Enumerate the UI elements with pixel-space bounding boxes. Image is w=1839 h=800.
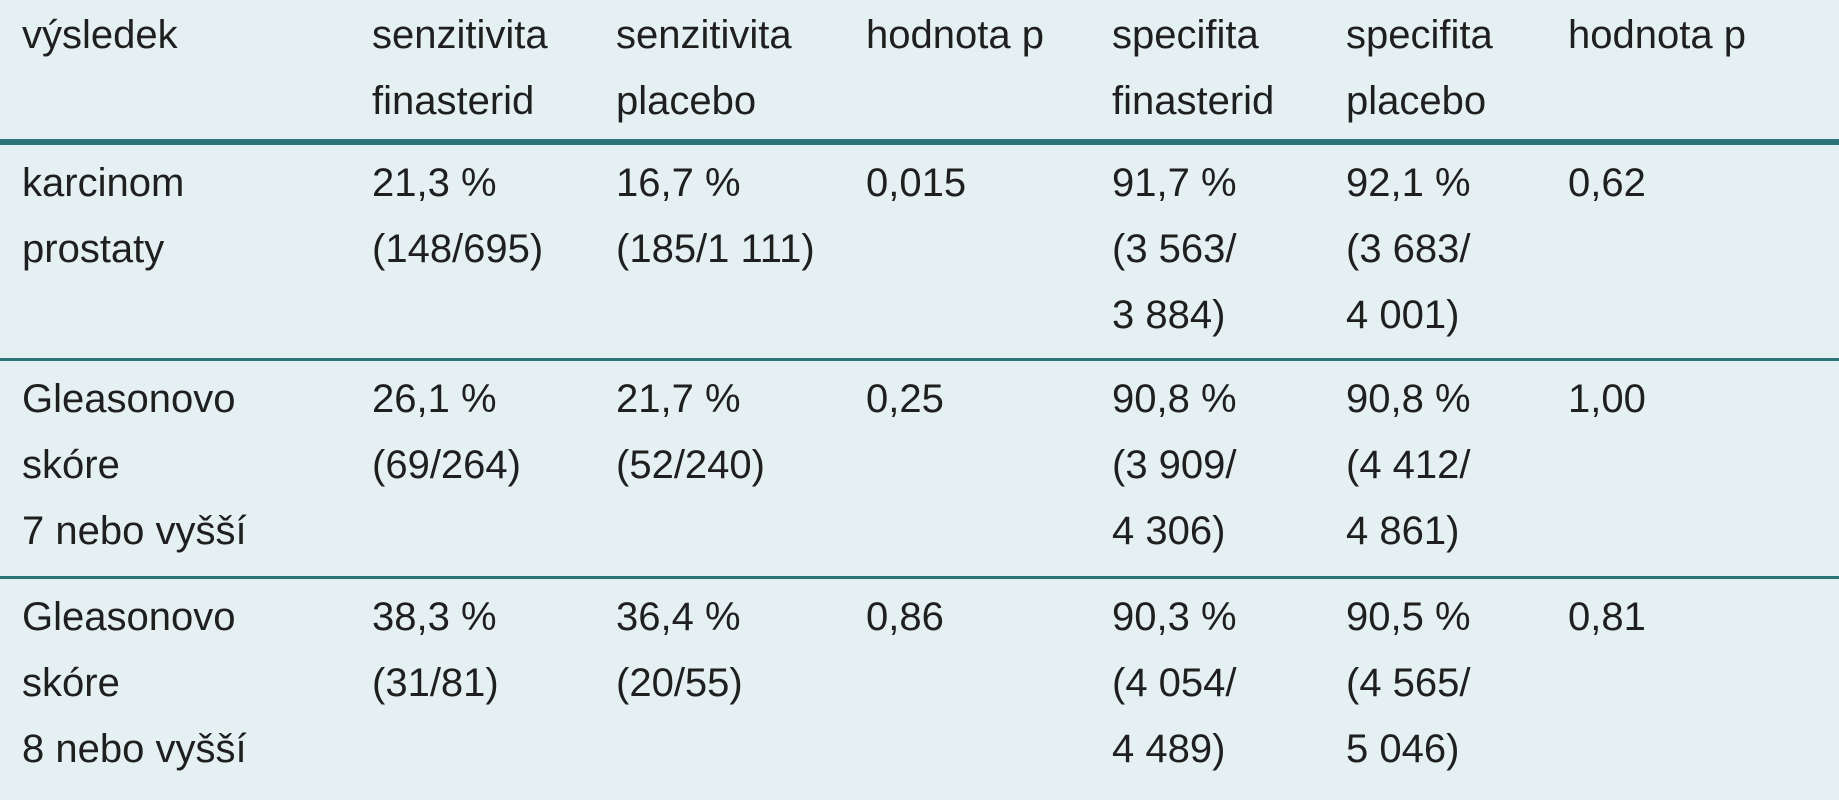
header-sensitivity-finasteride: senzitivita finasterid [372, 0, 616, 145]
header-specificity-finasteride: specifita finasterid [1112, 0, 1346, 145]
cell-sensitivity-placebo: 16,7 % (185/1 111) [616, 142, 866, 361]
table-body: karcinom prostaty 21,3 % (148/695) 16,7 … [0, 142, 1839, 792]
cell-outcome: Gleasonovo skóre 7 nebo vyšší [0, 359, 372, 579]
cell-outcome: Gleasonovo skóre 8 nebo vyšší [22, 594, 247, 771]
cell-specificity-placebo: 90,5 % (4 565/ 5 046) [1346, 594, 1471, 771]
cell-p-value-specificity: 0,62 [1568, 142, 1839, 361]
cell-specificity-placebo: 92,1 % (3 683/ 4 001) [1346, 142, 1568, 361]
cell-specificity-placebo: 90,8 % (4 412/ 4 861) [1346, 359, 1568, 579]
cell-specificity-finasteride: 90,3 % (4 054/ 4 489) [1112, 594, 1237, 771]
cell-p-value-sensitivity: 0,86 [866, 594, 944, 639]
header-p-value-specificity: hodnota p [1568, 0, 1839, 145]
cell-sensitivity-finasteride: 26,1 % (69/264) [372, 359, 616, 579]
cell-sensitivity-finasteride: 21,3 % (148/695) [372, 142, 616, 361]
cell-specificity-finasteride: 90,8 % (3 909/ 4 306) [1112, 359, 1346, 579]
header-sensitivity-placebo: senzitivita placebo [616, 0, 866, 145]
cell-p-value-specificity: 0,81 [1568, 594, 1646, 639]
header-p-value-sensitivity: hodnota p [866, 0, 1112, 145]
cell-specificity-finasteride: 91,7 % (3 563/ 3 884) [1112, 142, 1346, 361]
cell-sensitivity-placebo: 36,4 % (20/55) [616, 594, 743, 705]
table-row: karcinom prostaty 21,3 % (148/695) 16,7 … [0, 142, 1839, 361]
cell-outcome: karcinom prostaty [0, 142, 372, 361]
header-outcome: výsledek [0, 0, 372, 145]
cell-p-value-sensitivity: 0,25 [866, 359, 1112, 579]
table-row: Gleasonovo skóre 7 nebo vyšší 26,1 % (69… [0, 359, 1839, 579]
header-specificity-placebo: specifita placebo [1346, 0, 1568, 145]
cell-sensitivity-placebo: 21,7 % (52/240) [616, 359, 866, 579]
header-row: výsledek senzitivita finasterid senzitiv… [0, 0, 1839, 145]
table-row: Gleasonovo skóre 8 nebo vyšší 38,3 % (31… [0, 577, 1839, 792]
table-header: výsledek senzitivita finasterid senzitiv… [0, 0, 1839, 145]
cell-p-value-sensitivity: 0,015 [866, 142, 1112, 361]
cell-sensitivity-finasteride: 38,3 % (31/81) [372, 594, 499, 705]
cell-p-value-specificity: 1,00 [1568, 359, 1839, 579]
